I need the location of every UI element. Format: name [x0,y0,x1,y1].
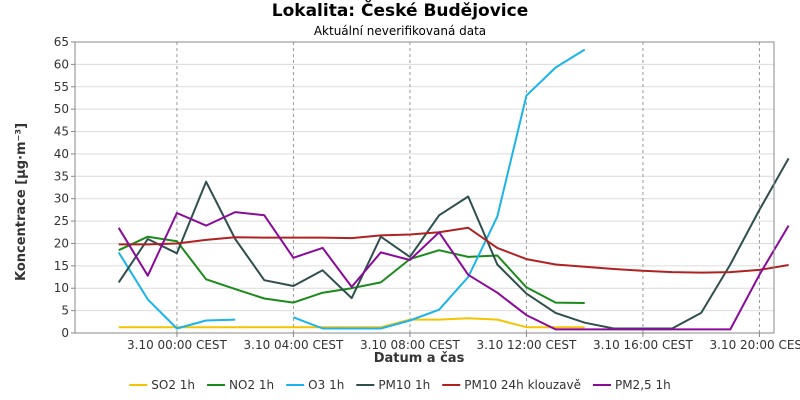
series-line [117,211,790,331]
legend-label: PM10 24h klouzavě [464,378,581,392]
x-tick-label: 3.10 16:00 CEST [593,338,694,352]
series-line [117,251,236,330]
y-tick-label: 55 [54,80,69,94]
y-tick-label: 10 [54,281,69,295]
y-tick-label: 15 [54,259,69,273]
chart-subtitle: Aktuální neverifikovaná data [313,24,487,38]
y-tick-label: 30 [54,192,69,206]
legend-label: PM2,5 1h [615,378,671,392]
y-axis-title: Koncentrace [µg·m⁻³] [14,123,29,281]
x-tick-label: 3.10 08:00 CEST [360,338,461,352]
legend-label: PM10 1h [378,378,430,392]
x-tick-label: 3.10 04:00 CEST [244,338,345,352]
plot-area [75,42,774,333]
grid [75,41,774,334]
legend-label: O3 1h [308,378,344,392]
legend-item: PM2,5 1h [592,378,671,392]
x-tick-label: 3.10 20:00 CEST [710,338,800,352]
series-line [118,235,585,304]
series-line [118,226,789,274]
legend-item: PM10 1h [356,378,430,392]
series-pm2-5-1h [117,211,790,331]
y-tick-label: 60 [54,57,69,71]
series-lines [117,48,790,331]
x-tick-label: 3.10 12:00 CEST [477,338,578,352]
x-axis-title: Datum a čas [374,351,465,366]
series-line [293,48,586,330]
y-tick-label: 0 [61,326,69,340]
y-tick-label: 40 [54,147,69,161]
x-tick-label: 3.10 00:00 CEST [127,338,228,352]
series-pm10-1h [117,157,790,330]
y-tick-label: 35 [54,169,69,183]
series-o3-1h [117,48,586,330]
y-tick-label: 25 [54,214,69,228]
legend-item: SO2 1h [129,378,195,392]
y-tick-label: 50 [54,102,69,116]
series-pm10-24h-klouzav- [118,226,789,274]
y-tick-label: 20 [54,236,69,250]
series-so2-1h [118,317,585,329]
legend-label: NO2 1h [229,378,274,392]
axes: 0 5 10 15 20 25 30 35 40 45 50 55 60 65 3.10 00:00 CES… [54,35,800,352]
series-no2-1h [118,235,585,304]
chart-title: Lokalita: České Budějovice [271,1,529,21]
y-tick-label: 45 [54,125,69,139]
legend-item: NO2 1h [207,378,274,392]
legend-item: PM10 24h klouzavě [442,378,581,392]
series-line [117,157,790,330]
series-line [118,317,585,329]
legend: SO2 1h NO2 1h O3 1h PM10 1h PM10 24h klouzav… [129,378,671,392]
legend-item: O3 1h [286,378,344,392]
legend-label: SO2 1h [151,378,195,392]
y-tick-label: 65 [54,35,69,49]
y-tick-label: 5 [61,304,69,318]
plot-frame [74,41,775,334]
